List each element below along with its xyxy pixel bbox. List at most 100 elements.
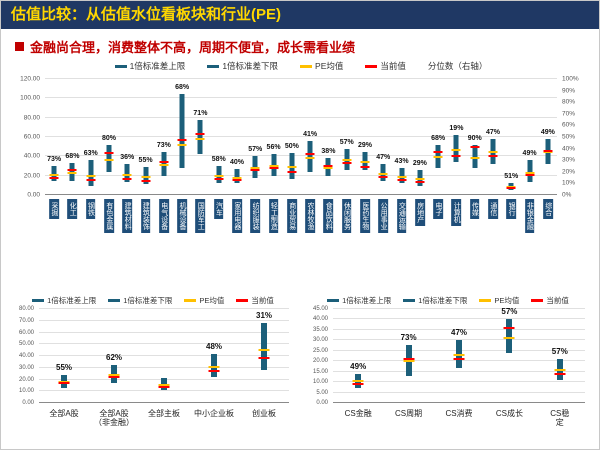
legend-marker-icon (365, 64, 378, 68)
gridline (39, 390, 289, 392)
current-tick (195, 133, 205, 136)
current-tick (269, 166, 279, 169)
right-axis-label: 50% (562, 133, 576, 141)
page-title: 估值比较：从估值水位看板块和行业(PE) (11, 6, 282, 23)
gridline (39, 331, 289, 333)
title-bar: 估值比较：从估值水位看板块和行业(PE) (1, 1, 599, 29)
percentile-label: 73% (400, 332, 417, 342)
legend-marker-icon (184, 298, 197, 302)
category-label: CS周期 (395, 409, 423, 418)
current-tick (141, 179, 151, 182)
legend-label: 当前值 (546, 295, 569, 305)
mean-tick (258, 349, 270, 352)
current-tick (58, 382, 70, 385)
mean-tick (158, 384, 170, 387)
gridline (333, 339, 585, 341)
legend-item: 当前值 (365, 60, 406, 72)
right-axis-label: 60% (562, 121, 576, 129)
range-bar (88, 160, 94, 187)
category-label: 商业贸易 (287, 199, 297, 233)
legend-label: 分位数（右轴） (427, 61, 488, 71)
percentile-label: 73% (156, 142, 171, 150)
y-axis-label: 20.00 (312, 358, 328, 365)
category-label: 电子 (433, 199, 443, 219)
current-tick (470, 145, 480, 148)
y-axis-label: 35.00 (312, 326, 328, 333)
legend-item: 1倍标准差下限 (207, 60, 278, 72)
mean-tick (305, 157, 315, 160)
category-label: 有色金属 (104, 199, 114, 233)
category-label: 钢铁 (85, 199, 96, 219)
left-axis: 0.00 20.00 40.00 60.00 80.00 100.00 120.00 (9, 75, 43, 199)
mean-tick (433, 156, 443, 159)
percentile-label: 71% (193, 109, 208, 117)
percentile-label: 62% (105, 353, 123, 363)
category-label: 交通运输 (396, 199, 407, 233)
legend-label: 1倍标准差下限 (123, 295, 173, 305)
current-tick (108, 376, 120, 379)
range-bar (472, 144, 478, 168)
mean-tick (403, 360, 415, 363)
y-axis-label: 100.00 (20, 94, 40, 102)
y-axis-label: 80.00 (18, 306, 34, 312)
current-tick (208, 370, 220, 373)
legend-label: PE均值 (494, 295, 520, 305)
y-axis-label: 15.00 (312, 368, 328, 375)
current-tick (250, 168, 260, 171)
right-axis-label: 100% (562, 75, 579, 83)
right-axis-label: 40% (562, 145, 576, 153)
percentile-label: 31% (255, 311, 273, 321)
right-axis-label: 80% (562, 98, 576, 106)
current-tick (352, 383, 364, 386)
current-tick (177, 138, 187, 141)
mean-tick (67, 171, 77, 174)
x-axis-labels: CS金融 CS周期 CS消费 CS成长 CS稳定 (333, 405, 585, 445)
current-tick (453, 358, 465, 361)
legend-item: 1倍标准差下限 (108, 295, 172, 306)
percentile-label: 55% (138, 156, 153, 164)
gridline (333, 328, 585, 330)
current-tick (159, 161, 169, 164)
current-tick (323, 165, 333, 167)
mean-tick (503, 337, 515, 340)
gridline (333, 318, 585, 320)
y-axis-label: 0.00 (27, 191, 40, 199)
mean-tick (108, 373, 120, 376)
category-label: 食品饮料 (323, 199, 334, 233)
mean-tick (451, 148, 461, 151)
mean-tick (415, 177, 425, 180)
percentile-label: 29% (412, 159, 427, 167)
current-tick (403, 358, 415, 361)
percentile-label: 57% (551, 347, 568, 357)
mean-tick (543, 151, 553, 154)
legend-label: 1倍标准差上限 (129, 61, 186, 71)
current-tick (287, 170, 297, 173)
legend-label: 1倍标准差上限 (47, 295, 97, 305)
mean-tick (122, 173, 132, 176)
y-axis-label: 60.00 (18, 329, 34, 336)
x-axis-labels: 采掘 化工 钢铁 有色金属 建筑材料 建筑装饰 电气设备 机械设备 国防军工 汽车 家用电器 纺织服装… (45, 197, 557, 289)
range-bar (124, 164, 130, 183)
gridline (45, 136, 557, 137)
mean-tick (342, 159, 352, 162)
current-tick (378, 175, 388, 178)
percentile-label: 68% (431, 134, 446, 142)
percentile-label: 68% (65, 153, 80, 161)
gridline (45, 155, 557, 157)
percentile-label: 43% (394, 157, 409, 165)
y-axis-label: 120.00 (20, 75, 40, 83)
legend-label: 当前值 (251, 295, 274, 305)
current-tick (67, 168, 77, 171)
percentile-label: 73% (47, 156, 62, 163)
legend-label: PE均值 (199, 295, 225, 305)
category-label: 创业板 (252, 409, 276, 418)
percentile-label: 63% (83, 150, 98, 158)
range-bar (405, 344, 412, 376)
gridline (333, 308, 585, 309)
percentile-label: 49% (540, 128, 555, 136)
legend-item: PE均值 (184, 295, 224, 306)
board-pe-chart: 1倍标准差上限 1倍标准差下限 PE均值 当前值 0.00 10.00 20.00 30.0… (9, 293, 297, 449)
percentile-label: 48% (205, 341, 223, 351)
y-axis-label: 0.00 (22, 400, 34, 406)
category-label: 房地产 (415, 199, 425, 226)
